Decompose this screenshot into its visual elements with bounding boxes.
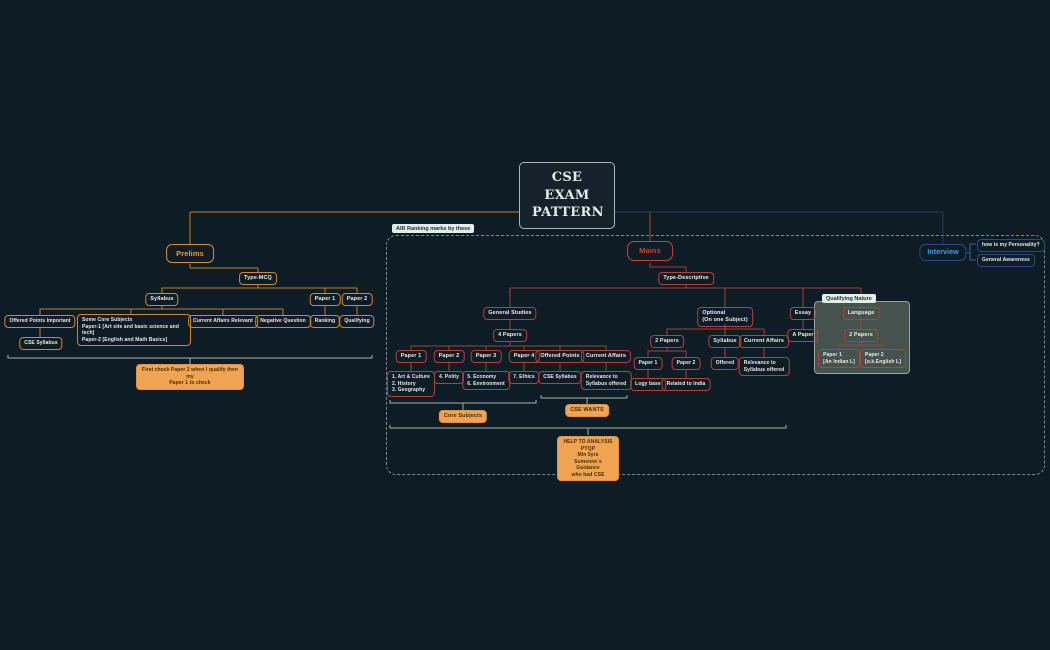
- node-language-paper1[interactable]: Paper 1 [An Indian L]: [818, 349, 860, 368]
- node-gs-offered-points[interactable]: Offered Points: [535, 350, 585, 364]
- root-title-node[interactable]: CSE EXAM PATTERN: [519, 162, 615, 229]
- node-optional-current-affairs[interactable]: Current Affairs: [738, 335, 790, 349]
- node-logy-base[interactable]: Logy base: [630, 378, 666, 391]
- node-qualifying[interactable]: Qualifying: [339, 315, 375, 328]
- node-language-2-papers[interactable]: 2 Papers: [844, 329, 878, 343]
- node-type-mcq[interactable]: Type-MCQ: [239, 272, 277, 286]
- node-essay[interactable]: Essay: [789, 307, 817, 321]
- note-first-check-paper2[interactable]: First check Paper 2 when I qualify then …: [136, 364, 244, 390]
- node-language[interactable]: Language: [842, 307, 880, 321]
- tag-cse-wants[interactable]: CSE WANTS: [565, 404, 609, 418]
- node-essay-a-paper[interactable]: A Paper: [787, 329, 819, 343]
- node-type-descriptive[interactable]: Type-Descriptive: [658, 272, 714, 286]
- node-optional-paper2[interactable]: Paper 2: [671, 357, 701, 370]
- node-prelims-cse-syllabus[interactable]: CSE Syllabus: [19, 337, 63, 350]
- node-general-studies[interactable]: General Studies: [483, 307, 537, 321]
- node-gs-relevance[interactable]: Relevance to Syllabus offered: [580, 371, 632, 390]
- node-mains[interactable]: Mains: [627, 241, 673, 261]
- note-help-to-analysis[interactable]: HELP TO ANALYSIS PYQP Min 5yrs Someone`s…: [557, 436, 619, 481]
- node-gs-paper1-detail[interactable]: 1. Art & Culture 2. History 3. Geography: [386, 371, 436, 397]
- node-gs-paper3[interactable]: Paper 3: [470, 350, 502, 364]
- node-gs-paper4-detail[interactable]: 7. Ethics: [508, 371, 540, 384]
- tag-core-subjects[interactable]: Core Subjects: [438, 410, 488, 424]
- node-ranking[interactable]: Ranking: [309, 315, 341, 328]
- node-gs-paper2-detail[interactable]: 4. Polity: [433, 371, 465, 384]
- qualifying-nature-group-label[interactable]: Qualifying Nature: [822, 294, 876, 303]
- node-optional-paper1[interactable]: Paper 1: [633, 357, 663, 370]
- node-prelims-paper1[interactable]: Paper 1: [309, 293, 341, 307]
- node-offered-points-important[interactable]: Offered Points Important: [4, 315, 76, 328]
- node-negative-question[interactable]: Negative Question: [255, 315, 311, 328]
- node-prelims-paper2[interactable]: Paper 2: [341, 293, 373, 307]
- node-optional-syllabus[interactable]: Syllabus: [708, 335, 742, 349]
- node-optional-2-papers[interactable]: 2 Papers: [650, 335, 684, 349]
- node-prelims[interactable]: Prelims: [166, 244, 214, 263]
- node-core-subjects-note[interactable]: Some Core Subjects Paper-1 [Art site and…: [77, 314, 191, 346]
- node-gs-current-affairs[interactable]: Current Affairs: [580, 350, 632, 364]
- node-gs-paper3-detail[interactable]: 5. Economy 6. Environment: [462, 371, 510, 390]
- node-gs-cse-syllabus[interactable]: CSE Syllabus: [538, 371, 582, 384]
- node-gs-4-papers[interactable]: 4 Papers: [493, 329, 527, 343]
- node-general-awareness[interactable]: General Awareness: [977, 254, 1035, 267]
- node-interview[interactable]: Interview: [919, 244, 967, 262]
- node-related-to-india[interactable]: Related to India: [661, 378, 711, 391]
- node-gs-paper2[interactable]: Paper 2: [433, 350, 465, 364]
- node-optional[interactable]: Optional (On one Subject): [697, 307, 753, 328]
- node-prelims-syllabus[interactable]: Syllabus: [145, 293, 179, 307]
- node-language-paper2[interactable]: Paper 2 [o.k.English L]: [860, 349, 906, 368]
- node-optional-relevance[interactable]: Relevance to Syllabus offered: [738, 357, 790, 376]
- air-ranking-group-label[interactable]: AIR Ranking marks by these: [392, 224, 475, 233]
- node-current-affairs-relevant[interactable]: Current Affairs Relevant: [188, 315, 258, 328]
- node-personality[interactable]: how is my Personality?: [977, 239, 1045, 252]
- node-optional-offered[interactable]: Offered: [710, 357, 740, 370]
- node-gs-paper1[interactable]: Paper 1: [395, 350, 427, 364]
